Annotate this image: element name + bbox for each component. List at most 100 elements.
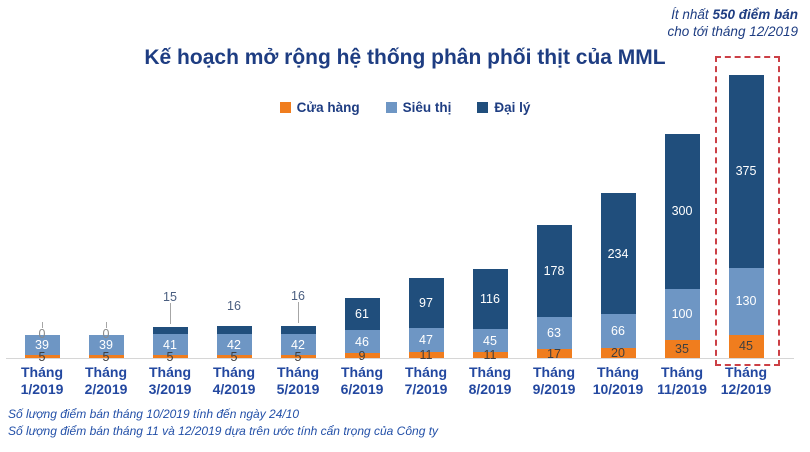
x-axis-label: Tháng 3/2019	[148, 364, 192, 397]
bar-value-label: 5	[294, 349, 302, 364]
x-axis-label: Tháng 6/2019	[340, 364, 384, 397]
leader-line	[170, 302, 171, 324]
bar-segment-sieu-thi	[408, 328, 444, 353]
bar-segment-sieu-thi	[152, 334, 188, 356]
annotation-line1: Ít nhất 550 điểm bán	[667, 6, 798, 23]
bar-value-label: 42	[227, 337, 241, 352]
bar-value-label: 41	[163, 337, 177, 352]
bar-value-label: 66	[611, 323, 625, 338]
bar-value-label: 61	[355, 307, 369, 321]
annotation-line2: cho tới tháng 12/2019	[667, 24, 798, 39]
highlight-box	[715, 56, 780, 366]
bar-value-label: 15	[163, 289, 177, 304]
bar-segment-dai-ly	[152, 326, 188, 335]
bar-value-label: 45	[483, 333, 497, 348]
bar-segment-sieu-thi	[216, 333, 252, 356]
bar-segment-dai-ly	[280, 325, 316, 334]
chart-title: Kế hoạch mở rộng hệ thống phân phối thịt…	[144, 46, 666, 69]
bar-value-label: 42	[291, 337, 305, 352]
bar-segment-sieu-thi	[24, 335, 60, 356]
bar-segment-cua-hang	[600, 347, 636, 358]
bar-segment-sieu-thi	[88, 335, 124, 356]
bar-value-label: 46	[355, 334, 369, 349]
legend-label: Đại lý	[494, 99, 531, 115]
bar-segment-cua-hang	[344, 353, 380, 358]
x-axis-label: Tháng 11/2019	[657, 364, 707, 397]
annotation: Ít nhất 550 điểm bán cho tới tháng 12/20…	[667, 6, 798, 40]
x-axis-label: Tháng 10/2019	[592, 364, 644, 397]
legend-label: Cửa hàng	[296, 99, 360, 115]
bar-segment-cua-hang	[472, 352, 508, 358]
bar-value-label: 5	[166, 349, 174, 364]
bar-value-label: 11	[483, 348, 497, 363]
bar-value-label: 39	[99, 338, 113, 353]
bar-value-label: 0	[38, 327, 46, 342]
leader-line	[298, 301, 299, 323]
bar-segment-sieu-thi	[472, 329, 508, 353]
bar-value-label: 234	[607, 246, 629, 261]
bar-value-label: 5	[102, 349, 110, 364]
bar-segment-sieu-thi	[600, 313, 636, 348]
bar-value-label: 11	[419, 348, 433, 363]
bar-value-label: 5	[230, 349, 238, 364]
bar-value-label: 100	[671, 307, 693, 322]
x-axis-label: Tháng 9/2019	[532, 364, 576, 397]
legend-item: Đại lý	[477, 100, 530, 115]
bar-segment-dai-ly	[472, 269, 508, 330]
bar-value-label: 63	[547, 326, 561, 341]
x-axis-line	[6, 358, 794, 359]
bar-segment-dai-ly	[536, 225, 572, 317]
bar-segment-sieu-thi	[280, 333, 316, 356]
bar-segment-sieu-thi	[344, 329, 380, 354]
bar-value-label: 178	[543, 264, 565, 279]
bar-value-label: 20	[611, 345, 625, 360]
x-axis-label: Tháng 5/2019	[276, 364, 320, 397]
bar-value-label: 35	[675, 341, 689, 356]
bar-value-label: 9	[358, 348, 366, 363]
bar-value-label: 5	[38, 349, 46, 364]
bar-segment-dai-ly	[600, 193, 636, 314]
footnotes: Số lượng điểm bán tháng 10/2019 tính đến…	[8, 406, 438, 439]
bar-segment-dai-ly	[408, 278, 444, 329]
bar-value-label: 116	[480, 292, 500, 307]
bar-value-label: 47	[419, 333, 433, 348]
legend-item: Siêu thị	[385, 99, 452, 115]
bar-segment-cua-hang	[408, 352, 444, 358]
legend-item: Cửa hàng	[279, 99, 360, 115]
x-axis-label: Tháng 4/2019	[212, 364, 256, 397]
footnote-2: Số lượng điểm bán tháng 11 và 12/2019 dự…	[8, 423, 439, 438]
bar-segment-cua-hang	[88, 355, 124, 358]
bar-segment-cua-hang	[24, 355, 60, 358]
x-axis-label: Tháng 2/2019	[84, 364, 128, 397]
bar-value-label: 300	[671, 204, 693, 219]
legend-swatch-icon	[279, 101, 291, 113]
bar-segment-dai-ly	[728, 75, 764, 268]
x-axis-label: Tháng 7/2019	[404, 364, 448, 397]
bar-segment-dai-ly	[664, 134, 700, 289]
annotation-bold: 550 điểm bán	[712, 7, 798, 22]
bar-segment-cua-hang	[728, 334, 764, 358]
footnote-1: Số lượng điểm bán tháng 10/2019 tính đến…	[8, 407, 300, 421]
legend-label: Siêu thị	[402, 99, 452, 115]
leader-line	[106, 322, 107, 329]
bar-segment-cua-hang	[280, 355, 316, 358]
bar-segment-sieu-thi	[664, 288, 700, 340]
bar-value-label: 97	[419, 296, 433, 311]
bar-segment-cua-hang	[152, 355, 188, 358]
bar-value-label: 17	[547, 346, 561, 361]
bar-value-label: 130	[735, 294, 757, 309]
legend-swatch-icon	[477, 101, 489, 113]
bar-segment-dai-ly	[216, 325, 252, 334]
bar-value-label: 45	[739, 339, 753, 354]
x-axis-label: Tháng 12/2019	[720, 364, 772, 397]
bar-segment-sieu-thi	[728, 267, 764, 335]
bar-value-label: 16	[227, 298, 241, 313]
x-axis-label: Tháng 1/2019	[20, 364, 64, 397]
x-axis-label: Tháng 8/2019	[468, 364, 512, 397]
bar-value-label: 0	[102, 327, 110, 342]
bar-segment-cua-hang	[216, 355, 252, 358]
legend-swatch-icon	[385, 101, 397, 113]
bar-value-label: 375	[735, 164, 757, 179]
